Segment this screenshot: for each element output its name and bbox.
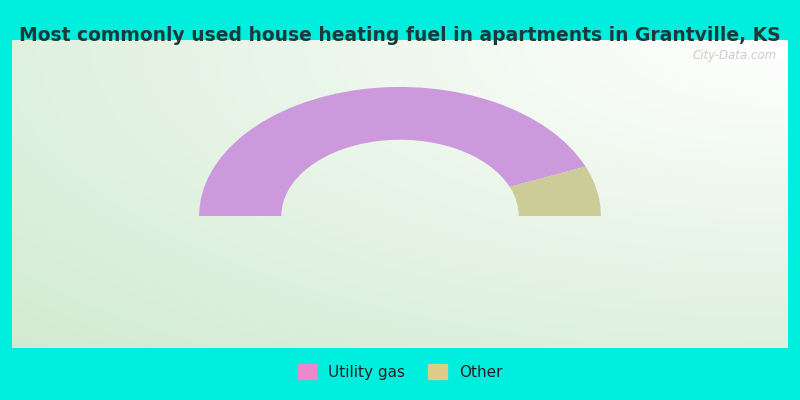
- Wedge shape: [199, 87, 586, 216]
- Text: Most commonly used house heating fuel in apartments in Grantville, KS: Most commonly used house heating fuel in…: [19, 26, 781, 45]
- Legend: Utility gas, Other: Utility gas, Other: [293, 359, 507, 384]
- Wedge shape: [510, 167, 601, 216]
- Text: City-Data.com: City-Data.com: [692, 49, 776, 62]
